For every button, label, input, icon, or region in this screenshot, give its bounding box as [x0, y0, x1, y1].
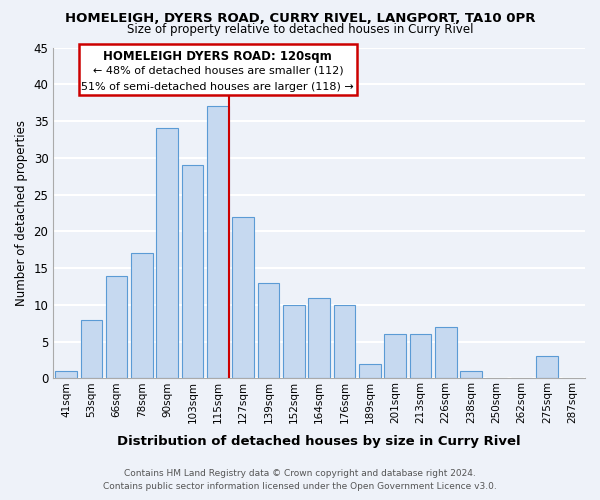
- Bar: [232, 216, 254, 378]
- Y-axis label: Number of detached properties: Number of detached properties: [15, 120, 28, 306]
- Bar: [157, 128, 178, 378]
- Text: 51% of semi-detached houses are larger (118) →: 51% of semi-detached houses are larger (…: [82, 82, 354, 92]
- Bar: [182, 165, 203, 378]
- Bar: [460, 371, 482, 378]
- Bar: [55, 371, 77, 378]
- X-axis label: Distribution of detached houses by size in Curry Rivel: Distribution of detached houses by size …: [118, 434, 521, 448]
- Bar: [308, 298, 330, 378]
- Text: Contains HM Land Registry data © Crown copyright and database right 2024.
Contai: Contains HM Land Registry data © Crown c…: [103, 469, 497, 491]
- Bar: [359, 364, 380, 378]
- Bar: [106, 276, 127, 378]
- Bar: [410, 334, 431, 378]
- Bar: [385, 334, 406, 378]
- Bar: [207, 106, 229, 378]
- Bar: [283, 305, 305, 378]
- Text: HOMELEIGH, DYERS ROAD, CURRY RIVEL, LANGPORT, TA10 0PR: HOMELEIGH, DYERS ROAD, CURRY RIVEL, LANG…: [65, 12, 535, 26]
- Text: Size of property relative to detached houses in Curry Rivel: Size of property relative to detached ho…: [127, 22, 473, 36]
- Bar: [131, 254, 152, 378]
- Bar: [435, 327, 457, 378]
- Text: HOMELEIGH DYERS ROAD: 120sqm: HOMELEIGH DYERS ROAD: 120sqm: [103, 50, 332, 62]
- Bar: [334, 305, 355, 378]
- Bar: [80, 320, 102, 378]
- Bar: [536, 356, 558, 378]
- Text: ← 48% of detached houses are smaller (112): ← 48% of detached houses are smaller (11…: [92, 66, 343, 76]
- FancyBboxPatch shape: [79, 44, 357, 96]
- Bar: [258, 283, 279, 378]
